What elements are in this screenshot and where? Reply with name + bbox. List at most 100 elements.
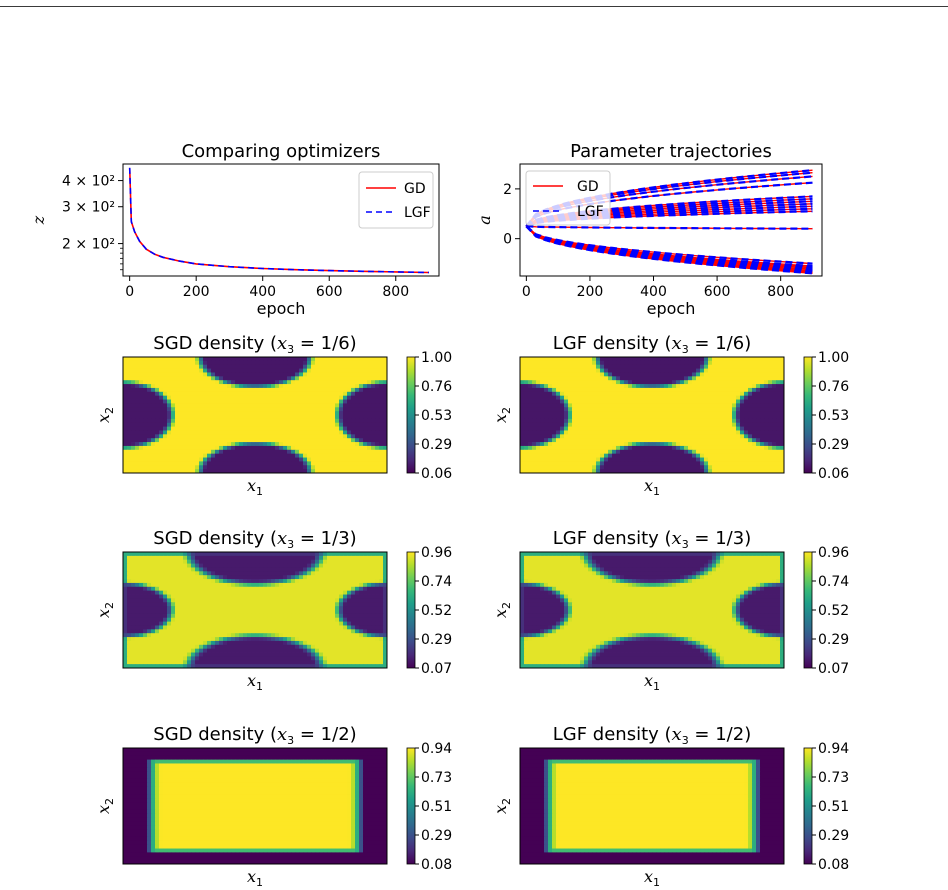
sgd16-cell [223, 445, 228, 451]
lgf16-cell [744, 426, 749, 431]
lgf16-title: LGF density (x3 = 1/6) [553, 333, 751, 356]
lgf16-cell [736, 387, 741, 393]
lgf16-cell [740, 372, 745, 377]
lgf16-cell [616, 360, 621, 366]
sgd13-cell [151, 582, 156, 588]
lgf16-cell [636, 418, 641, 424]
lgf16-cell [552, 357, 557, 362]
sgd16-cell [131, 407, 136, 412]
sgd16-cell [347, 411, 352, 416]
sgd16-cell [343, 411, 348, 416]
lgf16-cell [756, 368, 761, 373]
sgd16-cell [227, 376, 232, 381]
sgd16-cell [127, 403, 132, 408]
sgd16-cell [127, 411, 132, 416]
lgf16-colorbar-label: 0.06 [818, 466, 849, 482]
sgd16-cell [223, 461, 228, 466]
lgf16-cell [748, 376, 753, 381]
sgd16-cell [255, 357, 260, 362]
sgd16-ylabel-sub: 2 [103, 407, 116, 414]
sgd16-cell [215, 442, 220, 447]
lgf16-cell [676, 395, 681, 400]
sgd16-cell [147, 469, 152, 474]
lgf16-cell [740, 391, 745, 397]
lgf16-cell [572, 364, 577, 369]
sgd13-cell [179, 582, 184, 588]
sgd13-cell [143, 571, 148, 576]
sgd16-cell [339, 465, 344, 470]
lgf16-cell [524, 430, 529, 435]
sgd16-cell [243, 430, 248, 435]
lgf16-cell [736, 391, 741, 397]
lgf16-cell [704, 426, 709, 431]
sgd13-cell [159, 586, 164, 592]
sgd16-cell [167, 411, 172, 416]
sgd16-cell [143, 411, 148, 416]
lgf16-cell [780, 438, 785, 443]
sgd16-cell [375, 407, 380, 412]
sgd16-cell [135, 445, 140, 451]
lgf16-cell [600, 395, 605, 400]
lgf16-cell [740, 376, 745, 381]
sgd16-colorbar-label: 0.53 [421, 408, 452, 424]
loss-xtick-label: 400 [249, 284, 276, 300]
sgd16-cell [379, 438, 384, 443]
sgd16-cell [211, 368, 216, 373]
sgd16-cell [167, 364, 172, 369]
lgf16-cell [772, 442, 777, 447]
sgd16-cell [351, 360, 356, 366]
sgd16-cell [235, 384, 240, 389]
sgd16-cell [259, 399, 264, 404]
sgd13-cell [315, 594, 320, 599]
lgf16-cell [584, 461, 589, 466]
sgd13-cell [195, 571, 200, 576]
lgf16-cell [768, 380, 773, 385]
lgf16-cell [712, 422, 717, 427]
sgd16-cell [163, 457, 168, 462]
lgf16-cell [764, 438, 769, 443]
sgd13-cell [331, 586, 336, 592]
lgf16-cell [728, 395, 733, 400]
sgd13-cell [247, 590, 252, 595]
sgd16-cell [343, 453, 348, 458]
sgd16-cell [135, 465, 140, 470]
sgd13-cell [307, 559, 312, 564]
lgf16-cell [668, 380, 673, 385]
sgd16-cell [363, 399, 368, 404]
lgf16-cell [668, 391, 673, 397]
lgf16-cell [780, 449, 785, 455]
sgd16-cell [199, 426, 204, 431]
sgd16-cell [203, 415, 208, 420]
lgf16-cell [672, 395, 677, 400]
sgd16-cell [267, 372, 272, 377]
sgd16-cell [319, 453, 324, 458]
lgf16-cell [652, 407, 657, 412]
lgf16-cell [768, 368, 773, 373]
sgd16-cell [183, 442, 188, 447]
sgd16-cell [207, 438, 212, 443]
sgd16-cell [235, 380, 240, 385]
lgf16-cell [780, 391, 785, 397]
sgd16-cell [147, 442, 152, 447]
lgf16-cell [692, 411, 697, 416]
sgd13-cell [171, 575, 176, 580]
sgd16-cell [315, 461, 320, 466]
sgd13-cell [155, 586, 160, 592]
sgd16-cell [355, 387, 360, 393]
sgd16-cell [131, 368, 136, 373]
sgd13-cell [271, 590, 276, 595]
sgd16-cell [215, 384, 220, 389]
lgf16-cell [716, 418, 721, 424]
sgd16-cell [275, 457, 280, 462]
sgd16-cell [127, 357, 132, 362]
sgd13-cell [359, 571, 364, 576]
sgd13-cell [299, 563, 304, 568]
sgd13-cell [335, 582, 340, 588]
sgd13-cell [171, 571, 176, 576]
sgd13-cell [195, 590, 200, 595]
sgd13-cell [147, 579, 152, 584]
sgd16-cell [383, 376, 388, 381]
sgd13-cell [371, 598, 376, 603]
sgd16-cell [291, 368, 296, 373]
sgd13-cell [211, 567, 216, 572]
